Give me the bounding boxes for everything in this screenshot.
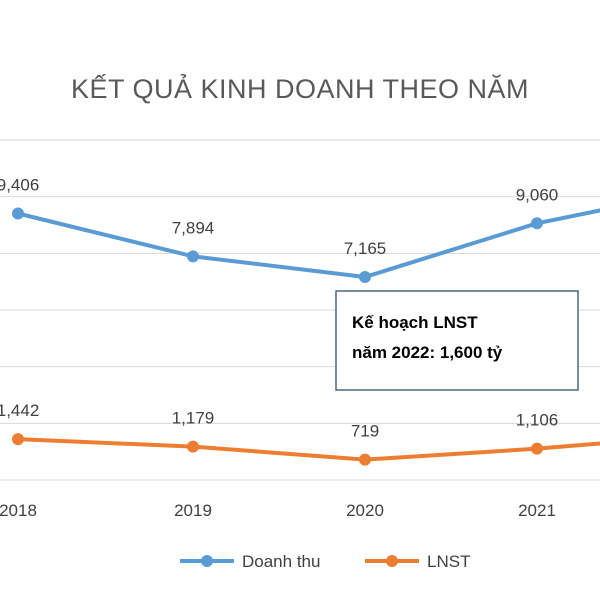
annotation-box: Kế hoạch LNST năm 2022: 1,600 tỷ <box>335 290 579 391</box>
data-point <box>359 270 371 283</box>
legend-marker <box>386 555 398 567</box>
series-layer: 9,406 7,894 7,165 9,060 1,442 1,179 719 1,106 <box>0 175 600 466</box>
series-line <box>16 208 600 279</box>
x-tick-label: 2021 <box>518 501 556 520</box>
data-point <box>12 433 24 446</box>
data-point <box>531 442 543 455</box>
x-tick-label: 2018 <box>0 501 37 520</box>
data-point <box>12 207 24 220</box>
data-label: 1,106 <box>516 411 559 430</box>
series-doanh-thu: 9,406 7,894 7,165 9,060 <box>0 175 600 283</box>
legend-label: Doanh thu <box>242 552 320 571</box>
gridlines <box>0 139 600 481</box>
data-point <box>187 250 199 263</box>
data-label: 719 <box>351 422 379 441</box>
series-lnst: 1,442 1,179 719 1,106 <box>0 401 600 466</box>
series-line <box>16 437 600 462</box>
annotation-line-1: Kế hoạch LNST <box>352 313 478 332</box>
legend: Doanh thu LNST <box>180 552 470 571</box>
legend-item: LNST <box>365 552 470 571</box>
annotation-box-frame <box>335 290 579 391</box>
data-label: 7,165 <box>344 239 387 258</box>
legend-marker <box>201 555 213 567</box>
legend-label: LNST <box>427 552 470 571</box>
x-tick-label: 2020 <box>346 501 384 520</box>
data-label: 1,179 <box>172 409 215 428</box>
data-point <box>359 453 371 466</box>
data-point <box>187 440 199 453</box>
data-label: 1,442 <box>0 401 39 420</box>
data-label: 9,060 <box>516 185 559 204</box>
x-axis-ticks: 20182019202020212022 <box>0 501 556 520</box>
legend-item: Doanh thu <box>180 552 320 571</box>
data-label: 7,894 <box>172 218 215 237</box>
annotation-line-2: năm 2022: 1,600 tỷ <box>352 343 503 362</box>
data-label: 9,406 <box>0 175 39 194</box>
chart-title: KẾT QUẢ KINH DOANH THEO NĂM <box>71 72 529 104</box>
x-tick-label: 2019 <box>174 501 212 520</box>
data-point <box>531 217 543 230</box>
